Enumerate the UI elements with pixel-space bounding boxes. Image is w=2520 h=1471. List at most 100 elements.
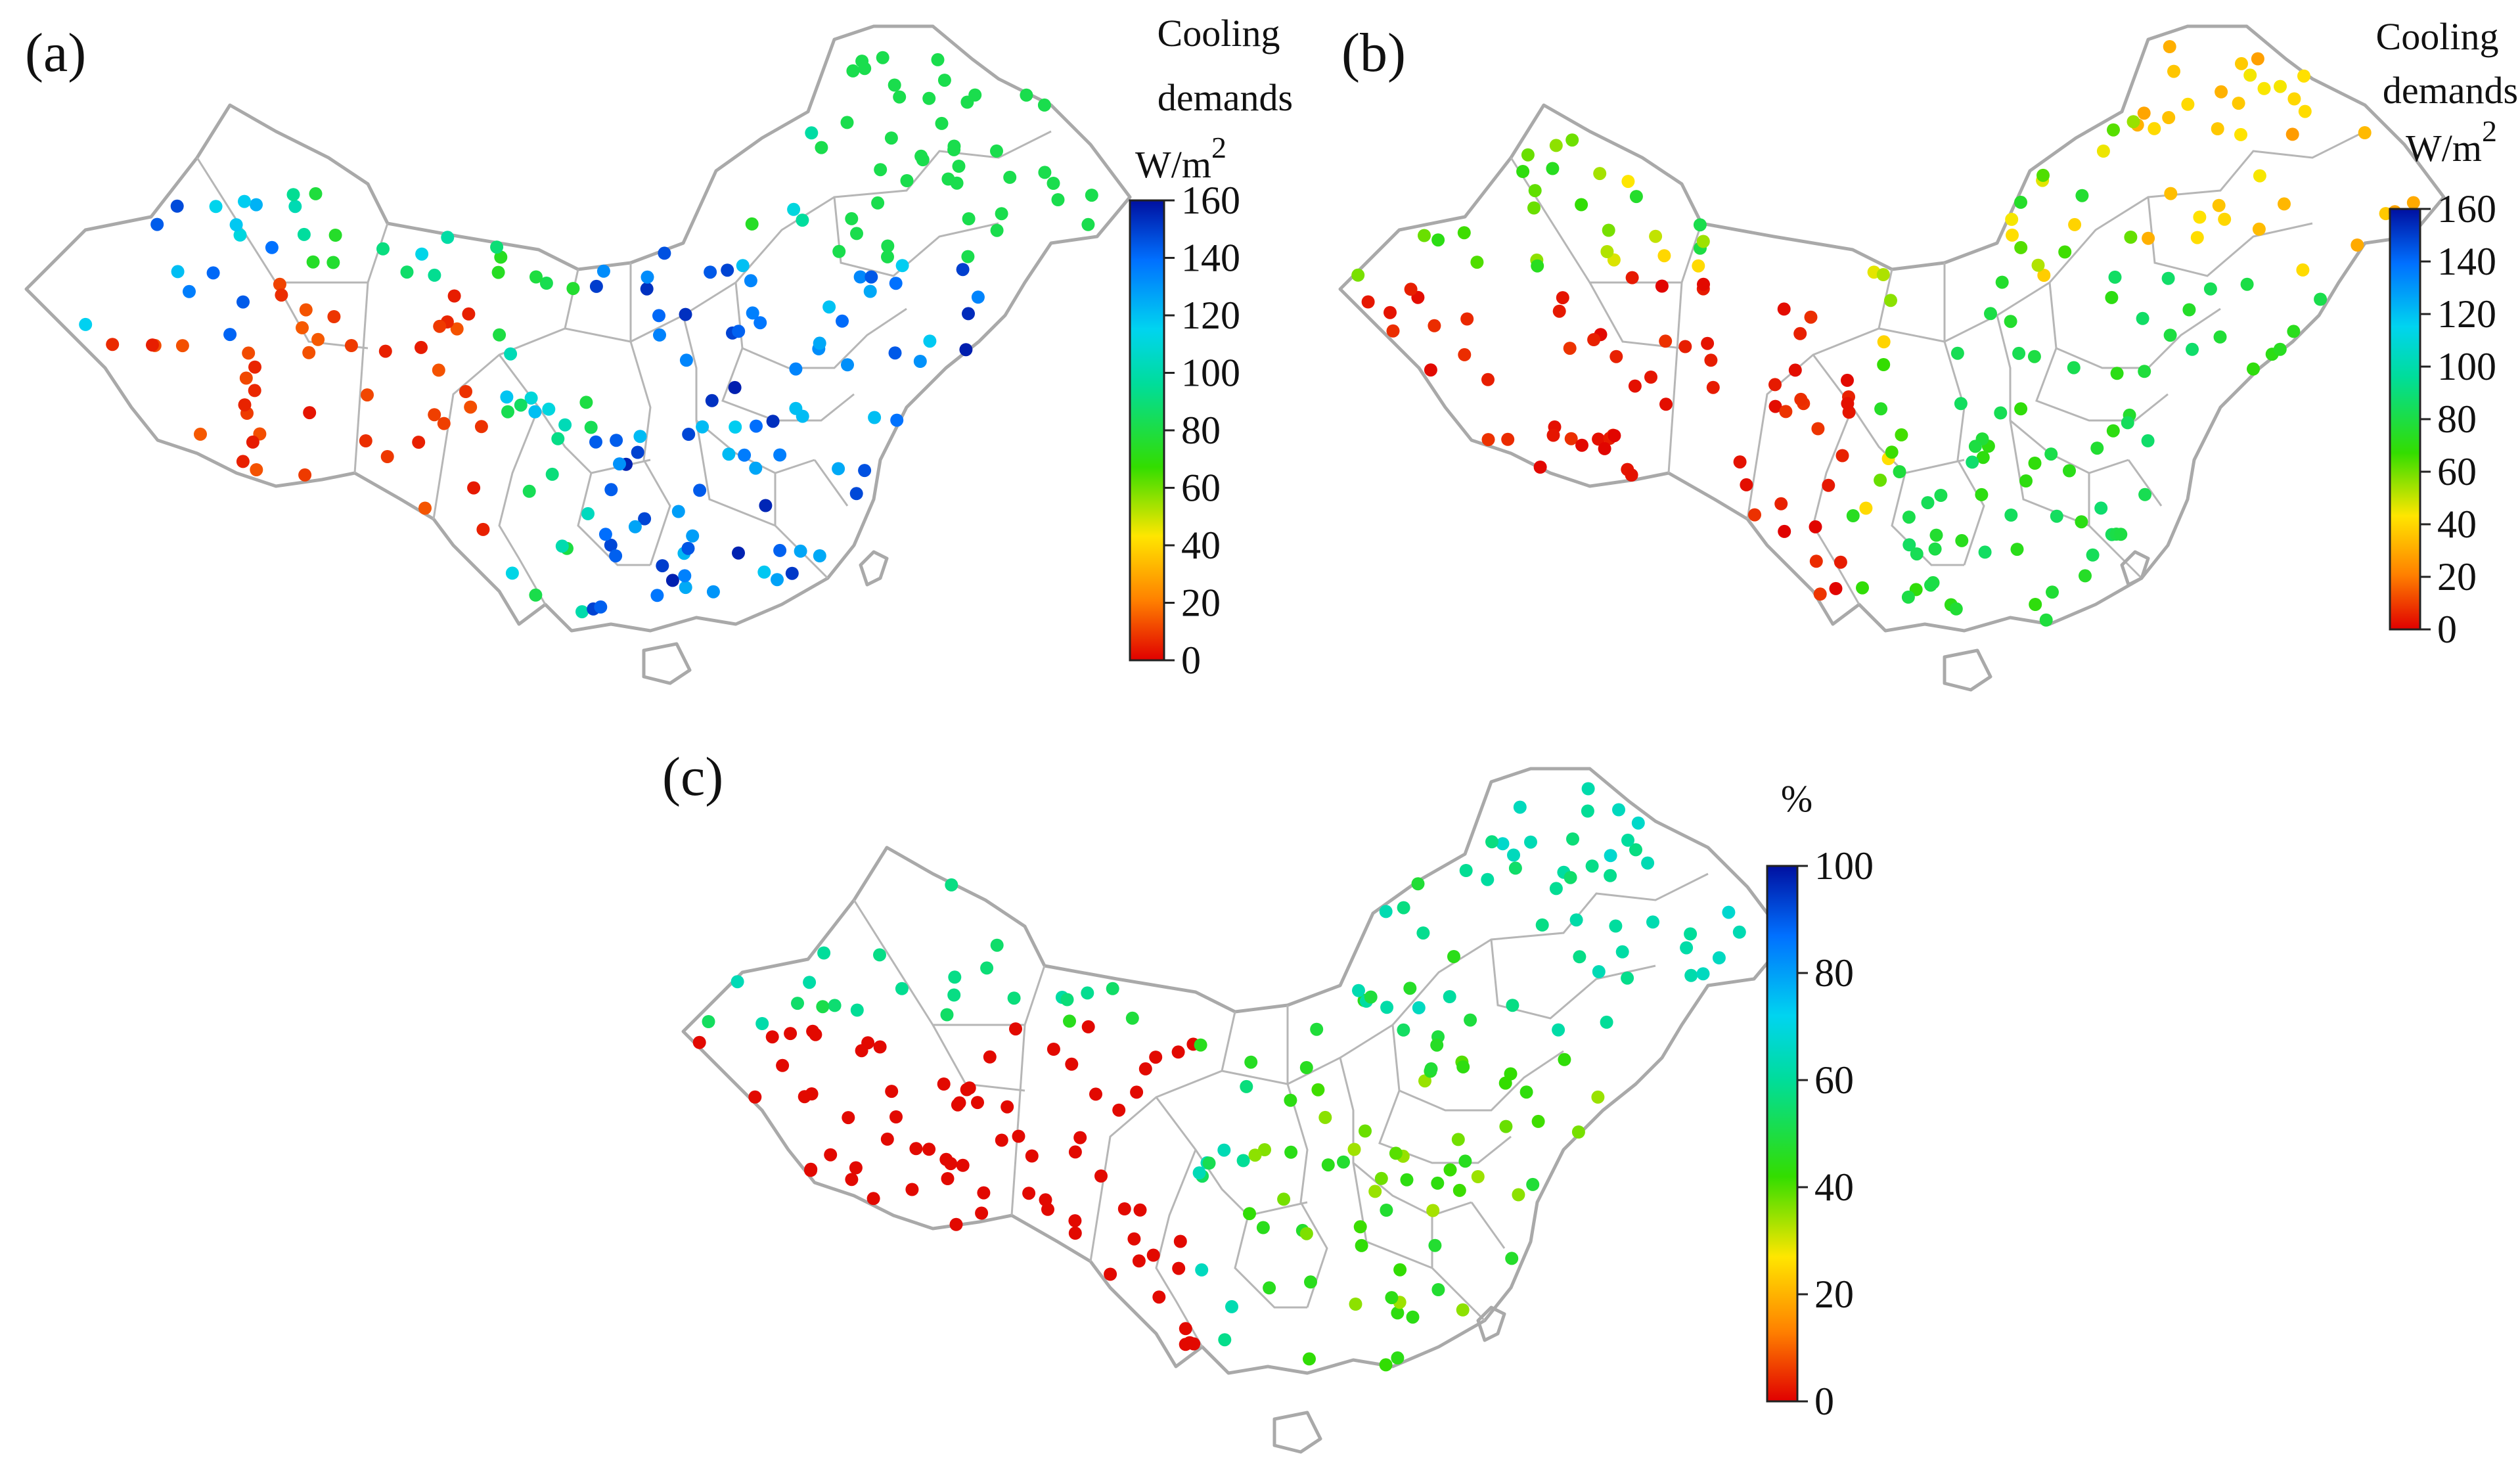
- station-marker: [1418, 1074, 1431, 1088]
- station-marker: [1552, 1023, 1565, 1037]
- station-marker: [2235, 57, 2248, 70]
- station-marker: [1748, 508, 1761, 522]
- station-marker: [1841, 373, 1854, 387]
- station-marker: [1132, 1254, 1146, 1268]
- station-marker: [361, 388, 374, 402]
- station-marker: [1007, 991, 1021, 1005]
- station-marker: [858, 464, 872, 478]
- station-points-c: [692, 782, 1746, 1372]
- station-marker: [945, 878, 958, 892]
- station-marker: [1416, 926, 1430, 940]
- station-marker: [2063, 464, 2076, 478]
- station-marker: [1829, 581, 1843, 595]
- hainan-outline-c: [1272, 1411, 1322, 1454]
- station-marker: [766, 415, 780, 428]
- station-marker: [840, 116, 854, 129]
- colorbar-b-ticks: 160 140 120 100 80 60 40 20 0: [2420, 187, 2496, 651]
- station-marker: [1804, 310, 1818, 324]
- station-marker: [1893, 465, 1906, 478]
- station-marker: [1508, 861, 1522, 875]
- station-marker: [813, 336, 826, 350]
- station-marker: [868, 411, 882, 424]
- station-marker: [579, 396, 593, 409]
- station-marker: [462, 307, 476, 321]
- station-marker: [871, 196, 885, 210]
- station-marker: [1457, 226, 1471, 240]
- station-marker: [2106, 424, 2120, 438]
- station-marker: [858, 62, 872, 76]
- station-marker: [514, 398, 528, 412]
- station-marker: [828, 999, 842, 1012]
- station-marker: [876, 51, 889, 64]
- taiwan-outline-a: [859, 550, 889, 587]
- station-marker: [1526, 1177, 1540, 1191]
- station-marker: [1644, 371, 1657, 384]
- china-outline-c: [683, 769, 1787, 1373]
- station-marker: [551, 432, 565, 445]
- station-marker: [738, 448, 752, 462]
- station-marker: [1563, 342, 1577, 355]
- china-outline-a: [26, 26, 1130, 631]
- station-marker: [299, 303, 313, 317]
- station-marker: [1697, 277, 1710, 291]
- station-marker: [1701, 336, 1715, 350]
- station-marker: [545, 467, 559, 481]
- station-marker: [881, 250, 894, 263]
- station-marker: [1609, 919, 1623, 933]
- station-marker: [832, 244, 846, 258]
- station-marker: [415, 247, 429, 261]
- station-marker: [1498, 1076, 1512, 1090]
- station-marker: [865, 270, 878, 284]
- station-marker: [962, 307, 975, 321]
- station-marker: [2203, 282, 2217, 296]
- station-marker: [1073, 1131, 1087, 1144]
- station-marker: [2167, 64, 2180, 78]
- station-marker: [1706, 380, 1720, 394]
- station-marker: [1976, 451, 1990, 464]
- station-marker: [1740, 478, 1753, 491]
- station-marker: [1038, 166, 1052, 179]
- station-marker: [845, 1173, 859, 1187]
- station-marker: [555, 539, 569, 553]
- station-marker: [1625, 468, 1638, 482]
- station-marker: [1901, 590, 1915, 604]
- station-marker: [653, 328, 666, 342]
- station-marker: [229, 218, 243, 232]
- station-marker: [1304, 1275, 1317, 1289]
- station-marker: [983, 1050, 997, 1064]
- station-marker: [893, 90, 907, 104]
- station-marker: [2137, 106, 2151, 120]
- colorbar-a-title-2: demands: [1158, 76, 1293, 119]
- station-marker: [250, 463, 263, 476]
- station-marker: [1600, 1015, 1613, 1029]
- station-marker: [1355, 1238, 1368, 1252]
- station-marker: [1928, 542, 1942, 556]
- station-marker: [1564, 432, 1578, 445]
- station-marker: [529, 588, 543, 602]
- station-marker: [1549, 139, 1563, 152]
- station-marker: [1657, 249, 1671, 263]
- station-marker: [1391, 1306, 1405, 1320]
- station-marker: [1104, 1267, 1117, 1281]
- panel-a: (a) Cooling demands W/m2 160 140 120 100 80 6…: [25, 12, 1293, 685]
- station-marker: [584, 420, 598, 434]
- station-marker: [809, 1028, 822, 1041]
- station-marker: [2044, 447, 2058, 461]
- station-marker: [1732, 925, 1746, 939]
- station-marker: [794, 544, 807, 558]
- station-marker: [1895, 428, 1908, 441]
- station-marker: [1885, 445, 1899, 459]
- station-marker: [1592, 432, 1606, 446]
- station-marker: [1581, 782, 1595, 796]
- station-marker: [1535, 918, 1549, 932]
- station-marker: [1704, 353, 1718, 367]
- colorbar-tick-label: 160: [1181, 179, 1240, 222]
- station-marker: [1380, 1001, 1394, 1014]
- station-marker: [2031, 258, 2045, 272]
- station-marker: [493, 328, 506, 342]
- station-marker: [817, 946, 831, 960]
- station-marker: [2124, 231, 2138, 244]
- station-marker: [1351, 268, 1365, 282]
- station-marker: [1609, 350, 1623, 363]
- station-marker: [1460, 312, 1474, 326]
